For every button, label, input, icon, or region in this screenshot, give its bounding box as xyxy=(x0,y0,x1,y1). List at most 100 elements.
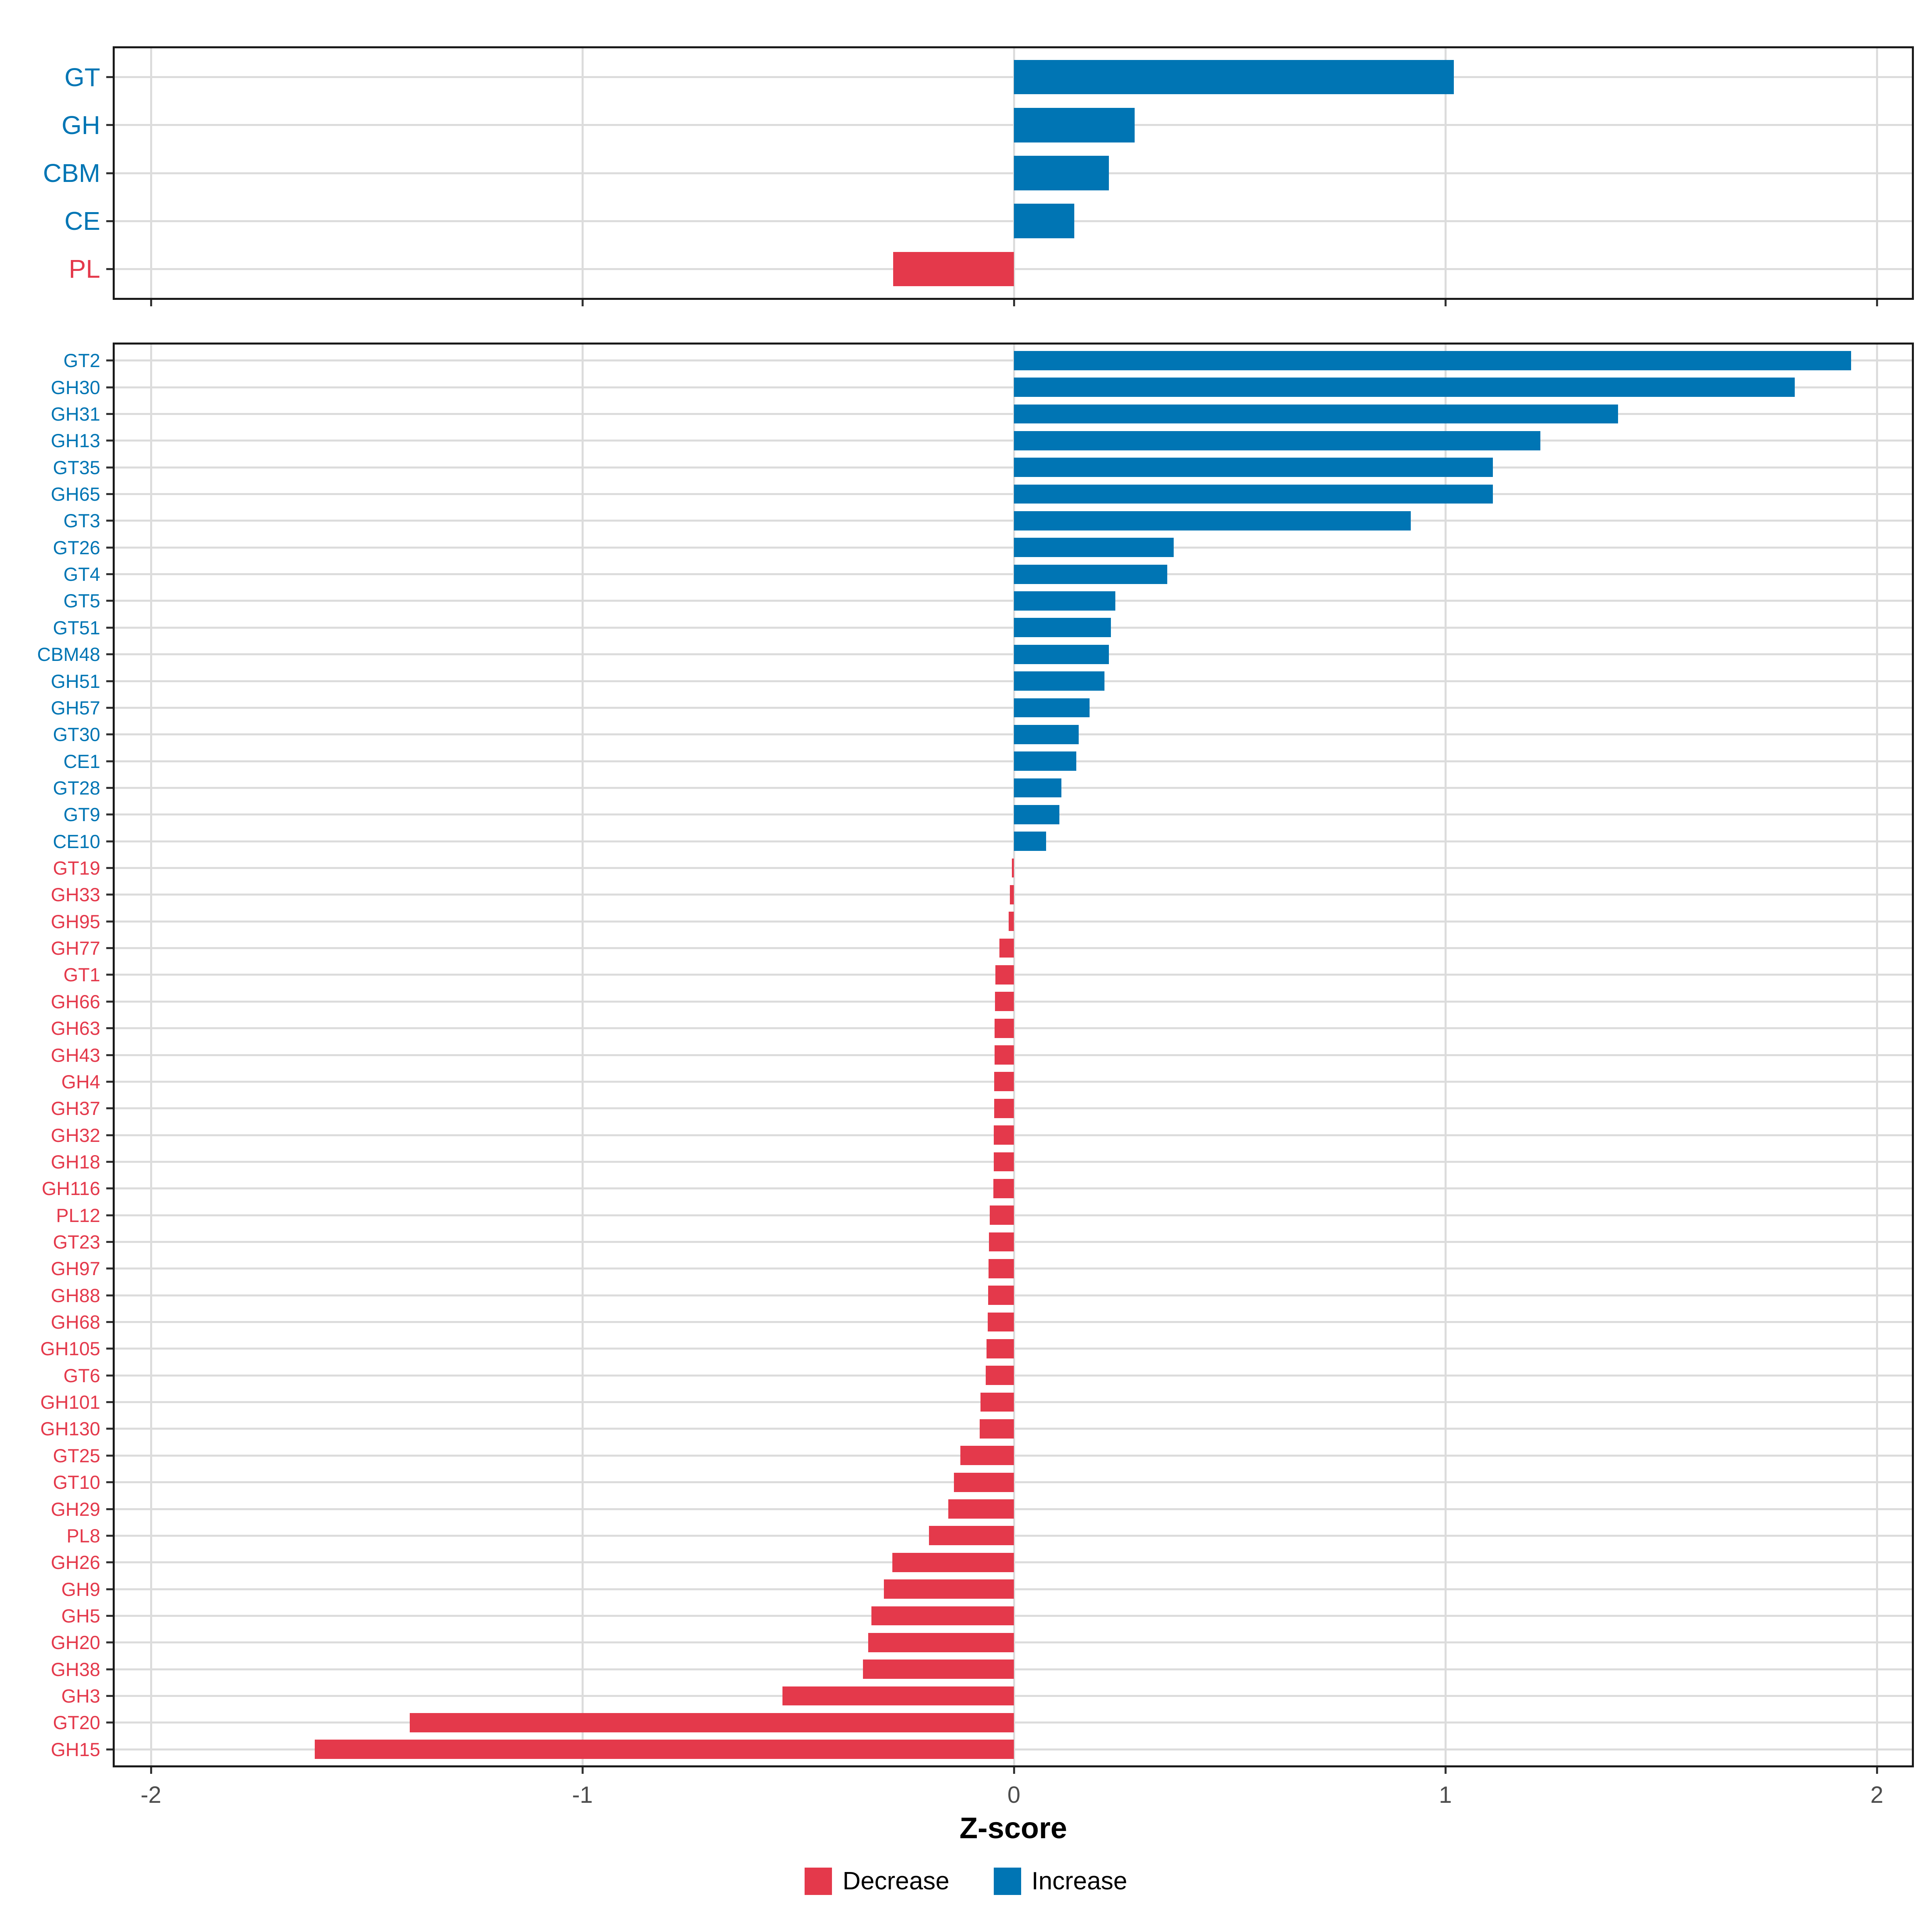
y-label-GH130: GH130 xyxy=(40,1418,100,1440)
x-tick-1--2 xyxy=(150,1767,152,1774)
gridline-row-GH31 xyxy=(115,413,1912,415)
y-label-GH68: GH68 xyxy=(51,1311,100,1333)
bar-GT5 xyxy=(1014,591,1115,611)
y-tick-GH31 xyxy=(106,413,113,415)
y-tick-GH66 xyxy=(106,1000,113,1003)
gridline-row-GT5 xyxy=(115,600,1912,602)
y-tick-GH43 xyxy=(106,1054,113,1056)
bar-GH13 xyxy=(1014,431,1540,450)
y-tick-GH20 xyxy=(106,1641,113,1644)
y-label-GT26: GT26 xyxy=(53,537,100,558)
gridline-row-CBM xyxy=(115,172,1912,174)
bar-GT6 xyxy=(986,1366,1014,1385)
y-label-GH101: GH101 xyxy=(40,1391,100,1413)
x-tick-1-2 xyxy=(1876,1767,1878,1774)
y-label-GT35: GT35 xyxy=(53,456,100,478)
y-tick-GT23 xyxy=(106,1241,113,1243)
y-tick-GH26 xyxy=(106,1561,113,1564)
y-label-GT10: GT10 xyxy=(53,1472,100,1493)
bar-GT9 xyxy=(1014,805,1059,824)
legend: Decrease Increase xyxy=(0,1868,1932,1895)
y-tick-GH4 xyxy=(106,1080,113,1083)
bar-CE1 xyxy=(1014,751,1077,771)
bar-GH95 xyxy=(1009,912,1014,931)
legend-item-decrease: Decrease xyxy=(805,1868,949,1895)
y-label-GT23: GT23 xyxy=(53,1231,100,1253)
y-label-GT30: GT30 xyxy=(53,724,100,745)
y-tick-GH97 xyxy=(106,1267,113,1270)
bar-GT35 xyxy=(1014,458,1493,477)
y-label-GT5: GT5 xyxy=(63,590,100,612)
y-tick-GT35 xyxy=(106,466,113,469)
bar-GT23 xyxy=(989,1232,1014,1252)
bar-GT20 xyxy=(410,1713,1014,1732)
y-tick-GT4 xyxy=(106,573,113,576)
y-label-GT51: GT51 xyxy=(53,617,100,638)
y-label-GH31: GH31 xyxy=(51,403,100,425)
y-label-GH66: GH66 xyxy=(51,991,100,1012)
bar-GH9 xyxy=(884,1579,1014,1599)
y-tick-GH38 xyxy=(106,1668,113,1670)
bar-GH101 xyxy=(980,1392,1014,1412)
y-label-GH63: GH63 xyxy=(51,1018,100,1039)
gridline-row-GH57 xyxy=(115,706,1912,709)
bar-GH77 xyxy=(999,938,1014,958)
y-label-GT2: GT2 xyxy=(63,350,100,372)
y-label-GH33: GH33 xyxy=(51,884,100,906)
y-label-GH18: GH18 xyxy=(51,1151,100,1172)
bar-GT30 xyxy=(1014,724,1079,744)
gridline-row-GT4 xyxy=(115,573,1912,576)
bar-GH32 xyxy=(993,1125,1014,1145)
y-label-GT20: GT20 xyxy=(53,1712,100,1734)
y-tick-GH51 xyxy=(106,680,113,682)
x-tick-label--1: -1 xyxy=(572,1782,593,1808)
bar-GH130 xyxy=(980,1419,1014,1439)
bar-GH116 xyxy=(993,1179,1014,1198)
y-label-GT3: GT3 xyxy=(63,510,100,532)
y-tick-GH65 xyxy=(106,493,113,495)
legend-label-decrease: Decrease xyxy=(842,1867,949,1895)
y-label-CBM: CBM xyxy=(43,159,100,188)
x-tick-0-2 xyxy=(1876,300,1878,306)
bar-GH65 xyxy=(1014,484,1493,504)
bar-GH30 xyxy=(1014,378,1795,397)
y-label-GH: GH xyxy=(62,110,100,140)
y-tick-GT28 xyxy=(106,786,113,789)
legend-item-increase: Increase xyxy=(993,1868,1127,1895)
y-tick-GH13 xyxy=(106,440,113,442)
y-tick-GT xyxy=(106,76,113,78)
y-tick-GH33 xyxy=(106,894,113,896)
x-tick-1--1 xyxy=(581,1767,584,1774)
legend-swatch-increase xyxy=(993,1868,1021,1895)
gridline-row-GH51 xyxy=(115,680,1912,682)
bar-GT2 xyxy=(1014,351,1851,370)
y-label-GT1: GT1 xyxy=(63,964,100,986)
y-tick-GT9 xyxy=(106,813,113,816)
y-label-CBM48: CBM48 xyxy=(37,644,100,665)
y-tick-GT26 xyxy=(106,546,113,549)
y-tick-GT5 xyxy=(106,600,113,602)
y-label-GH43: GH43 xyxy=(51,1044,100,1066)
bar-PL12 xyxy=(989,1205,1014,1225)
y-tick-GH116 xyxy=(106,1187,113,1190)
bar-GH63 xyxy=(994,1018,1014,1038)
x-tick-1-1 xyxy=(1444,1767,1447,1774)
gridline-row-GH65 xyxy=(115,493,1912,495)
bar-GT26 xyxy=(1014,538,1174,557)
y-label-GH116: GH116 xyxy=(41,1178,100,1199)
y-tick-GH5 xyxy=(106,1614,113,1617)
y-label-GH3: GH3 xyxy=(61,1685,100,1707)
bar-GH4 xyxy=(994,1072,1014,1092)
y-tick-GH101 xyxy=(106,1401,113,1404)
y-tick-GT1 xyxy=(106,974,113,976)
y-tick-CE10 xyxy=(106,840,113,842)
y-label-GH95: GH95 xyxy=(51,910,100,932)
y-label-CE: CE xyxy=(64,206,100,236)
y-label-CE10: CE10 xyxy=(53,830,100,852)
bar-CBM xyxy=(1014,156,1109,190)
gridline-row-GT2 xyxy=(115,359,1912,362)
y-label-GH97: GH97 xyxy=(51,1258,100,1280)
bar-PL xyxy=(893,252,1014,287)
y-label-GH88: GH88 xyxy=(51,1284,100,1306)
